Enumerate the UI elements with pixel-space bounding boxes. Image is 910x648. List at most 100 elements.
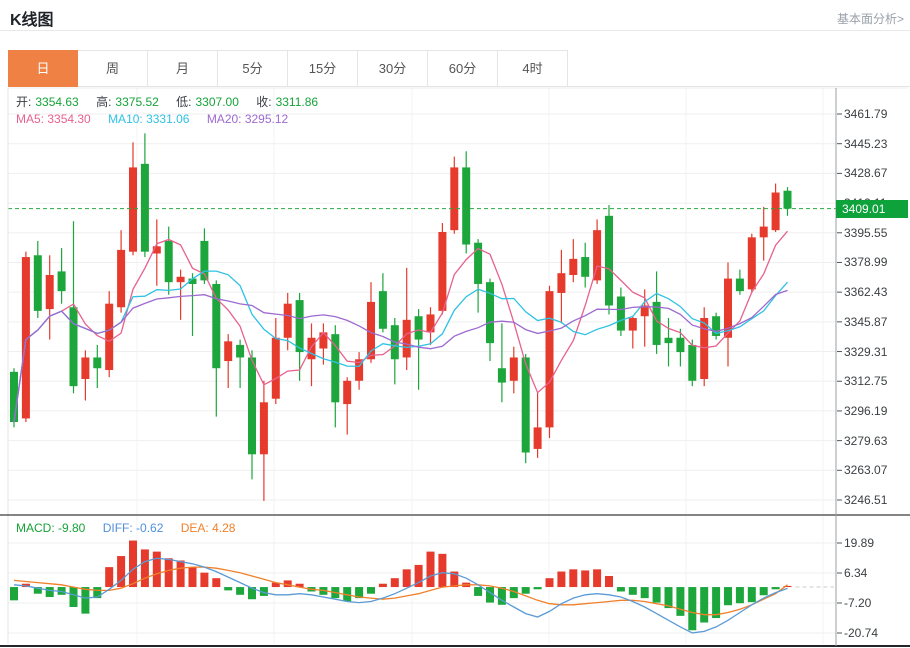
- tab-60min[interactable]: 60分: [428, 50, 498, 87]
- macd-hist-bar: [616, 587, 625, 592]
- candle-body: [355, 359, 364, 381]
- macd-hist-bar: [545, 578, 554, 588]
- macd-hist-bar: [605, 575, 613, 588]
- fundamental-analysis-link[interactable]: 基本面分析>: [836, 12, 904, 26]
- macd-hist-bar: [724, 587, 732, 606]
- page-title: K线图: [10, 12, 54, 29]
- macd-hist-bar: [259, 587, 268, 596]
- candle-body: [45, 274, 54, 310]
- candle-body: [545, 291, 554, 428]
- candle-body: [533, 427, 542, 449]
- candle-body: [33, 255, 42, 311]
- macd-hist-bar: [676, 587, 685, 616]
- price-tick-label: 3378.99: [844, 255, 888, 270]
- tab-4hour[interactable]: 4时: [498, 50, 568, 87]
- macd-tick-label: -20.74: [844, 625, 879, 640]
- candle-body: [581, 257, 590, 277]
- candle-body: [402, 319, 411, 358]
- macd-hist-bar: [426, 551, 435, 588]
- price-tick-label: 3329.31: [844, 344, 888, 359]
- diff-line: [13, 557, 788, 634]
- high-label: 高:: [96, 95, 112, 109]
- candle-body: [378, 291, 387, 329]
- price-tick-label: 3279.63: [844, 433, 888, 448]
- candle-body: [426, 314, 435, 333]
- candle-body: [557, 273, 566, 293]
- price-tick-label: 3461.79: [844, 107, 888, 121]
- candle-body: [117, 249, 126, 308]
- candle-body: [474, 242, 483, 284]
- macd-hist-bar: [735, 587, 744, 604]
- price-tick-label: 3445.23: [844, 136, 888, 151]
- candle-body: [771, 192, 780, 231]
- ma5-value: MA5: 3354.30: [16, 112, 91, 126]
- candle-body: [343, 380, 352, 405]
- candle-body: [521, 357, 530, 453]
- macd-hist-bar: [747, 587, 756, 603]
- high-value: 3375.52: [115, 95, 159, 109]
- candle-body: [747, 237, 756, 290]
- macd-hist-bar: [212, 578, 221, 588]
- macd-hist-bar: [129, 540, 137, 588]
- macd-hist-bar: [664, 587, 673, 609]
- candle-body: [248, 357, 256, 455]
- macd-hist-bar: [450, 571, 459, 588]
- price-tick-label: 3246.51: [844, 493, 888, 507]
- tab-30min[interactable]: 30分: [358, 50, 428, 87]
- candle-body: [200, 240, 209, 281]
- tab-5min[interactable]: 5分: [218, 50, 288, 87]
- candle-body: [129, 167, 137, 252]
- candle-body: [319, 332, 328, 349]
- candle-body: [224, 341, 233, 362]
- candle-body: [57, 271, 66, 292]
- tab-15min[interactable]: 15分: [288, 50, 358, 87]
- candle-body: [712, 316, 721, 336]
- macd-hist-bar: [105, 567, 114, 588]
- price-tick-label: 3428.67: [844, 166, 888, 181]
- close-value: 3311.86: [275, 95, 319, 109]
- candle-body: [176, 276, 185, 283]
- candle-body: [628, 318, 637, 331]
- open-label: 开:: [16, 95, 32, 109]
- candle-body: [688, 344, 697, 381]
- price-tick-label: 3362.43: [844, 285, 888, 300]
- candle-body: [652, 301, 661, 345]
- macd-hist-bar: [557, 571, 566, 588]
- tab-week[interactable]: 周: [78, 50, 148, 87]
- candle-body: [569, 258, 578, 275]
- macd-hist-bar: [200, 572, 209, 588]
- macd-legend: MACD: -9.80 DIFF: -0.62 DEA: 4.28: [16, 521, 239, 535]
- macd-hist-bar: [593, 569, 602, 588]
- price-tick-label: 3263.07: [844, 463, 888, 478]
- macd-hist-bar: [497, 587, 506, 605]
- macd-hist-bar: [45, 587, 54, 598]
- candle-body: [93, 357, 102, 369]
- macd-hist-bar: [10, 587, 18, 601]
- low-value: 3307.00: [195, 95, 239, 109]
- candle-body: [10, 371, 18, 423]
- macd-hist-bar: [378, 583, 387, 588]
- macd-hist-bar: [474, 587, 483, 596]
- macd-hist-bar: [628, 587, 637, 595]
- candle-body: [724, 278, 732, 338]
- tab-day[interactable]: 日: [8, 50, 78, 87]
- candle-body: [236, 344, 245, 358]
- macd-hist-bar: [295, 583, 304, 588]
- macd-hist-bar: [759, 587, 768, 596]
- macd-hist-bar: [521, 587, 530, 594]
- candle-body: [271, 337, 280, 399]
- tab-month[interactable]: 月: [148, 50, 218, 87]
- open-value: 3354.63: [35, 95, 79, 109]
- candle-body: [605, 215, 613, 306]
- candle-body: [307, 337, 316, 360]
- macd-hist-bar: [271, 582, 280, 588]
- candle-body: [105, 303, 114, 371]
- macd-hist-bar: [81, 587, 90, 614]
- candle-body: [676, 337, 685, 353]
- macd-hist-bar: [771, 587, 780, 590]
- macd-hist-bar: [224, 587, 233, 591]
- candle-body: [497, 368, 506, 383]
- ma5-line: [13, 230, 788, 423]
- candle-body: [188, 278, 197, 284]
